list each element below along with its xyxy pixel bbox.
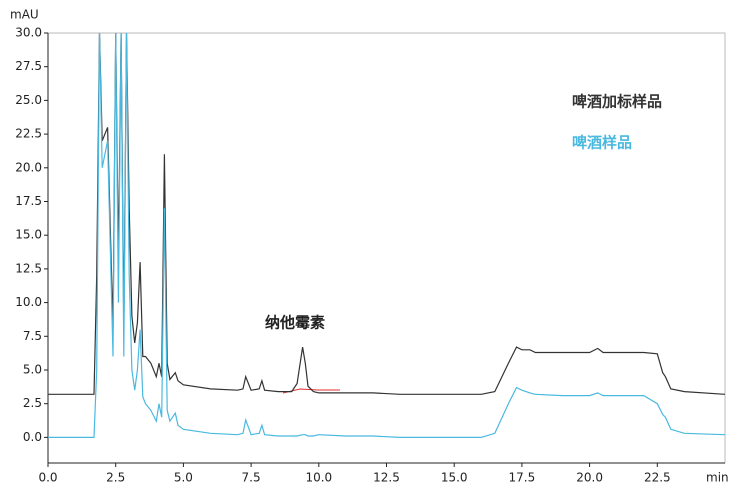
x-tick-label: 12.5 — [373, 471, 400, 485]
x-tick-label: 5.0 — [174, 471, 193, 485]
x-tick-label: 7.5 — [242, 471, 261, 485]
x-tick-label: 10.0 — [305, 471, 332, 485]
y-tick-label: 27.5 — [15, 59, 42, 73]
x-tick-label: 22.5 — [644, 471, 671, 485]
series-line — [48, 33, 725, 438]
y-tick-label: 0.0 — [23, 430, 42, 444]
annotation: 纳他霉素 — [265, 314, 325, 332]
y-tick-label: 10.0 — [15, 295, 42, 309]
y-tick-label: 7.5 — [23, 329, 42, 343]
y-tick-label: 2.5 — [23, 396, 42, 410]
legend-label: 啤酒加标样品 — [572, 93, 662, 111]
series-line — [48, 33, 725, 395]
x-tick-label: 15.0 — [441, 471, 468, 485]
y-axis-label: mAU — [10, 8, 39, 22]
y-tick-label: 5.0 — [23, 362, 42, 376]
x-axis-label: min — [706, 471, 729, 485]
x-tick-label: 20.0 — [576, 471, 603, 485]
legend-label: 啤酒样品 — [572, 134, 632, 152]
y-tick-label: 15.0 — [15, 228, 42, 242]
y-tick-label: 12.5 — [15, 261, 42, 275]
y-tick-label: 22.5 — [15, 127, 42, 141]
x-tick-label: 0.0 — [38, 471, 57, 485]
x-tick-label: 17.5 — [509, 471, 536, 485]
x-tick-label: 2.5 — [106, 471, 125, 485]
y-tick-label: 20.0 — [15, 160, 42, 174]
y-tick-label: 25.0 — [15, 93, 42, 107]
y-tick-label: 17.5 — [15, 194, 42, 208]
y-tick-label: 30.0 — [15, 26, 42, 40]
